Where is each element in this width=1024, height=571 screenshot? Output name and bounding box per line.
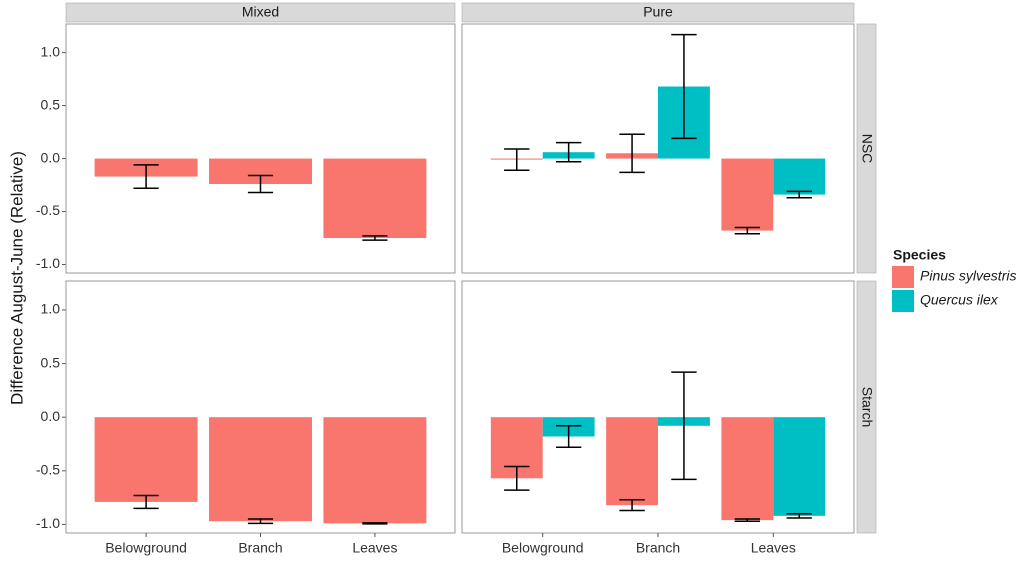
y-tick-label: -1.0 bbox=[36, 255, 60, 271]
error-bar bbox=[133, 164, 159, 189]
column-strip-label: Mixed bbox=[242, 4, 279, 20]
row-strip-label: Starch bbox=[859, 387, 875, 427]
error-bar bbox=[247, 518, 274, 525]
error-bar bbox=[671, 371, 697, 481]
error-bar bbox=[504, 465, 530, 491]
y-tick-label: -1.0 bbox=[36, 515, 60, 531]
error-bar bbox=[671, 33, 697, 140]
error-bar bbox=[734, 226, 761, 235]
legend-key bbox=[892, 266, 914, 288]
y-tick-label: -0.5 bbox=[36, 462, 60, 478]
row-strip bbox=[856, 280, 877, 534]
y-tick-label: 0.5 bbox=[41, 96, 61, 112]
bar bbox=[209, 417, 312, 522]
column-strip bbox=[65, 2, 456, 23]
bar bbox=[773, 417, 826, 516]
legend-title: Species bbox=[893, 247, 946, 263]
column-strip-label: Pure bbox=[643, 4, 673, 20]
error-bar bbox=[619, 499, 645, 512]
bar bbox=[721, 158, 774, 231]
x-tick-label: Branch bbox=[636, 540, 680, 556]
y-tick-label: 0.5 bbox=[41, 354, 61, 370]
bar bbox=[606, 417, 658, 506]
error-bar bbox=[555, 425, 582, 448]
bar bbox=[323, 417, 427, 524]
y-tick-label: 0.0 bbox=[41, 149, 61, 165]
error-bar bbox=[619, 133, 645, 174]
x-tick-label: Leaves bbox=[352, 540, 397, 556]
error-bar bbox=[786, 190, 812, 199]
error-bar bbox=[247, 174, 274, 194]
row-strip bbox=[856, 23, 877, 274]
x-tick-label: Branch bbox=[238, 540, 282, 556]
row-strip-label: NSC bbox=[859, 134, 875, 164]
y-tick-label: 1.0 bbox=[41, 301, 61, 317]
x-tick-label: Belowground bbox=[502, 540, 584, 556]
error-bar bbox=[555, 141, 582, 163]
column-strip bbox=[461, 2, 855, 23]
y-tick-label: -0.5 bbox=[36, 202, 60, 218]
error-bar bbox=[786, 512, 812, 519]
legend-label: Quercus ilex bbox=[920, 292, 999, 308]
legend-key bbox=[892, 290, 914, 312]
x-tick-label: Belowground bbox=[105, 540, 187, 556]
error-bar bbox=[362, 235, 388, 241]
x-tick-label: Leaves bbox=[751, 540, 796, 556]
bar bbox=[773, 158, 826, 195]
error-bar bbox=[734, 518, 761, 522]
bar bbox=[721, 417, 774, 521]
bar bbox=[323, 158, 427, 239]
bar bbox=[94, 417, 198, 502]
error-bar bbox=[133, 494, 159, 510]
error-bar bbox=[362, 522, 388, 525]
y-tick-label: 1.0 bbox=[41, 43, 61, 59]
y-tick-label: 0.0 bbox=[41, 408, 61, 424]
y-axis-label: Difference August-June (Relative) bbox=[7, 151, 26, 405]
error-bar bbox=[504, 148, 530, 171]
legend-label: Pinus sylvestris bbox=[920, 268, 1016, 284]
